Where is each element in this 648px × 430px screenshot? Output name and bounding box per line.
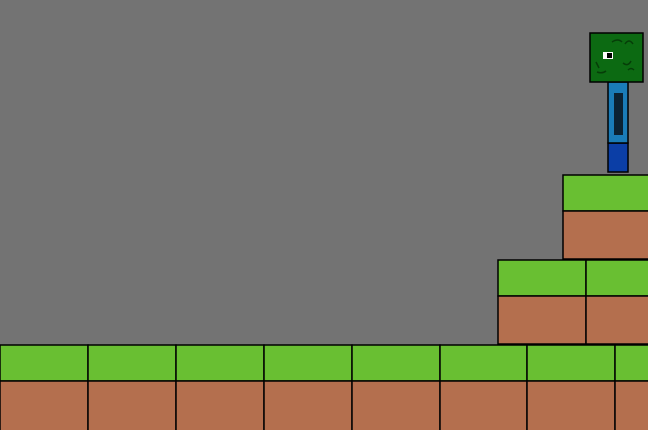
- block: [87, 344, 177, 430]
- block: [585, 259, 648, 345]
- player: [589, 32, 644, 173]
- player-head: [589, 32, 644, 83]
- block: [439, 344, 528, 430]
- block: [614, 344, 648, 430]
- block: [526, 344, 616, 430]
- block: [351, 344, 441, 430]
- ground-row: [0, 344, 648, 430]
- block: [562, 174, 648, 260]
- player-head-detail: [595, 39, 635, 74]
- block: [0, 344, 89, 430]
- block: [263, 344, 353, 430]
- player-legs: [607, 142, 629, 173]
- block: [175, 344, 265, 430]
- player-pupil: [607, 53, 612, 58]
- step-middle: [497, 259, 648, 345]
- player-arm: [614, 93, 623, 135]
- block: [497, 259, 587, 345]
- step-top: [562, 174, 648, 260]
